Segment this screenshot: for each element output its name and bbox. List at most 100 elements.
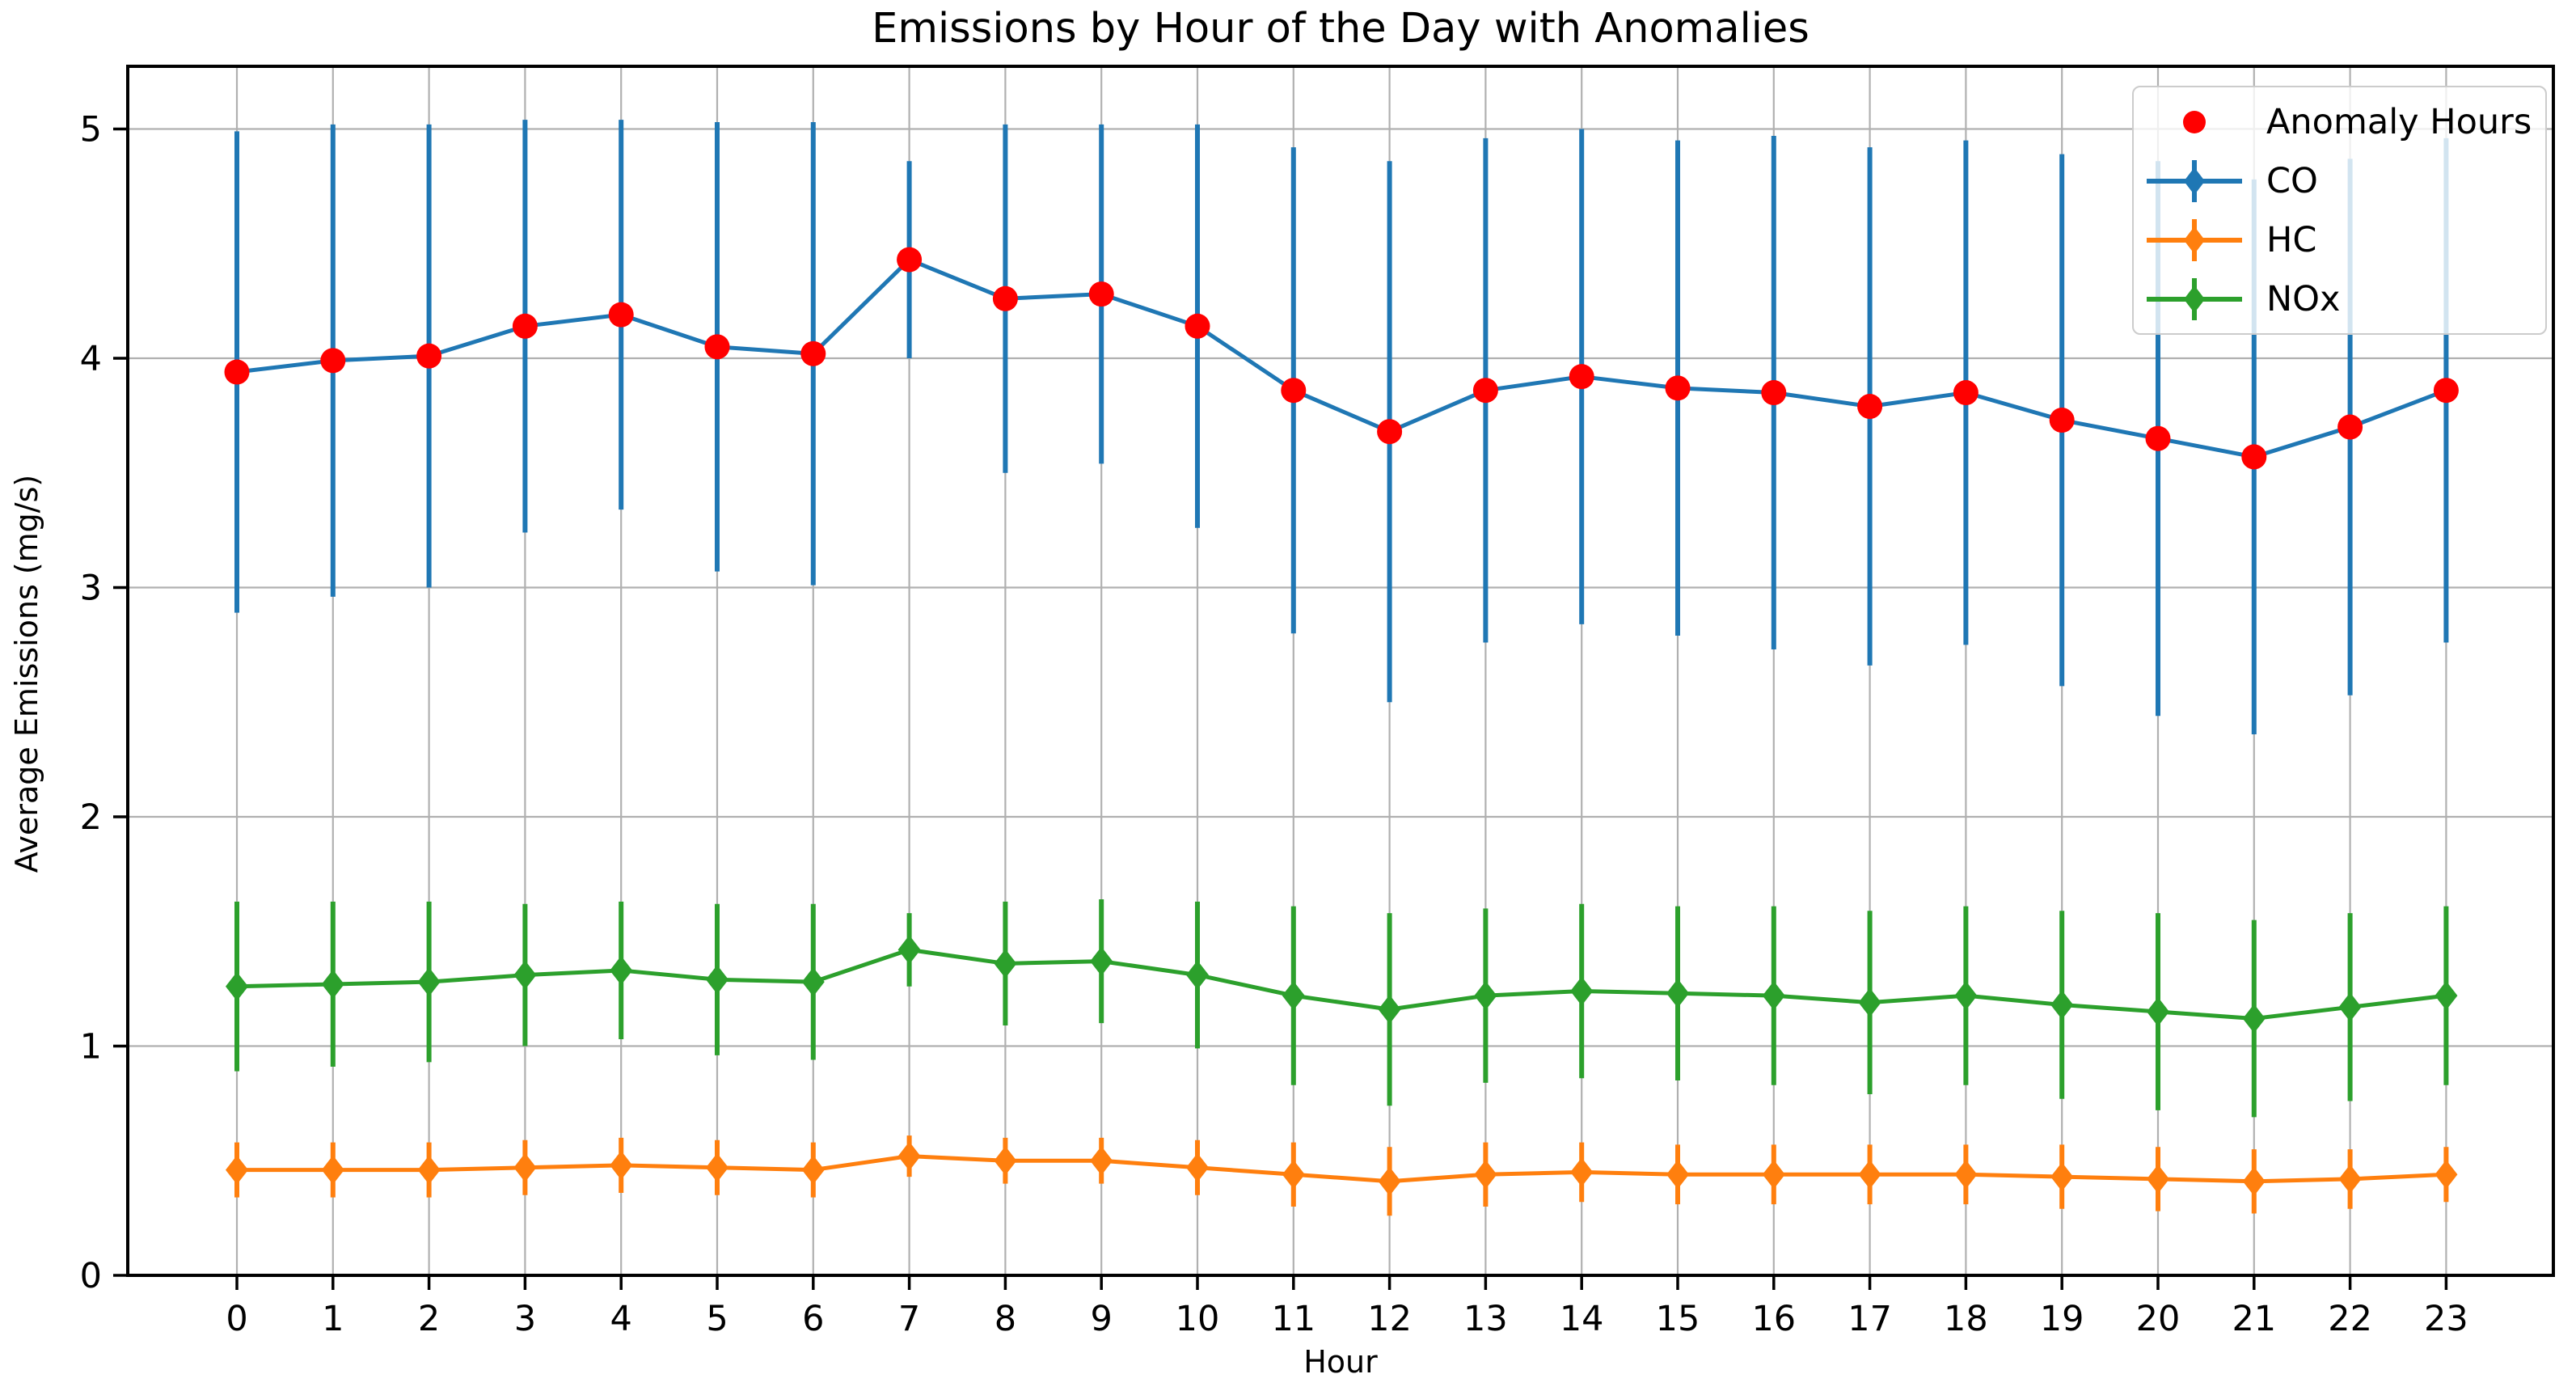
legend-entry-nox: NOx [2134, 271, 2545, 328]
anomaly-marker [224, 359, 250, 385]
anomaly-marker [1472, 378, 1498, 404]
axis-ticks: 0 1 2 3 4 5 6 7 8 9 10 11 12 13 14 15 16 17 18 19 20 21 22 2301… [80, 110, 2468, 1340]
x-tick-label: 0 [226, 1299, 247, 1339]
legend: Anomaly Hours CO HC NOx [2132, 86, 2547, 335]
x-tick-label: 11 [1271, 1299, 1315, 1339]
chart-title: Emissions by Hour of the Day with Anomal… [872, 5, 1810, 53]
HC-marker [1666, 1160, 1689, 1190]
nox-legend-sample-icon [2147, 277, 2242, 320]
x-tick-label: 18 [1944, 1299, 1988, 1339]
anomaly-marker [320, 348, 346, 374]
HC-marker [2338, 1164, 2362, 1194]
anomaly-marker [608, 302, 634, 328]
y-tick-label: 5 [80, 110, 102, 150]
anomaly-marker [1953, 380, 1978, 406]
x-tick-label: 7 [898, 1299, 920, 1339]
x-tick-label: 9 [1091, 1299, 1113, 1339]
legend-sample-marker [2184, 285, 2205, 313]
legend-entry-hc: HC [2134, 212, 2545, 268]
NOx-marker [1474, 981, 1497, 1011]
HC-marker [513, 1152, 537, 1182]
NOx-marker [2050, 990, 2074, 1020]
x-tick-label: 17 [1848, 1299, 1892, 1339]
CO-line [236, 257, 2447, 459]
legend-entry-anomaly-hours: Anomaly Hours [2134, 94, 2545, 150]
y-tick-label: 3 [80, 569, 102, 609]
HC-marker [226, 1155, 248, 1185]
x-tick-label: 5 [706, 1299, 728, 1339]
x-tick-label: 10 [1176, 1299, 1220, 1339]
anomaly-marker [992, 285, 1018, 311]
x-tick-label: 14 [1560, 1299, 1604, 1339]
HC-marker [1378, 1166, 1401, 1196]
anomaly-marker [1857, 394, 1883, 420]
HC-marker [706, 1152, 728, 1182]
NOx-marker [513, 960, 537, 990]
NOx-marker [994, 949, 1017, 979]
y-tick-label: 2 [80, 797, 102, 838]
HC-marker [610, 1150, 633, 1180]
x-tick-label: 6 [802, 1299, 824, 1339]
legend-sample-marker [2184, 226, 2205, 254]
NOx-marker [1282, 981, 1305, 1011]
anomaly-marker [1088, 281, 1114, 307]
x-tick-label: 21 [2232, 1299, 2276, 1339]
anomaly-marker [704, 334, 730, 360]
NOx-marker [706, 965, 728, 995]
HC-marker [321, 1155, 344, 1185]
HC-marker [1570, 1157, 1594, 1187]
x-tick-label: 23 [2424, 1299, 2468, 1339]
anomaly-marker [2433, 378, 2459, 404]
anomaly-marker [2337, 414, 2363, 440]
anomaly-marker [1761, 380, 1787, 406]
HC-marker [1762, 1160, 1785, 1190]
y-tick-label: 0 [80, 1256, 102, 1296]
NOx-marker [1858, 987, 1881, 1017]
HC-marker [1954, 1160, 1978, 1190]
anomaly-marker [1569, 364, 1594, 390]
series-NOx [226, 899, 2458, 1118]
co-legend-sample-icon [2147, 159, 2242, 202]
NOx-marker [417, 967, 441, 997]
anomaly-dot-icon [2183, 110, 2206, 133]
HC-marker [2050, 1162, 2074, 1192]
x-axis-title: Hour [1303, 1344, 1378, 1380]
legend-entry-co: CO [2134, 153, 2545, 209]
series-CO [226, 120, 2458, 734]
plot-frame [126, 65, 2555, 1277]
NOx-marker [2147, 996, 2169, 1026]
x-tick-label: 20 [2136, 1299, 2181, 1339]
HC-marker [801, 1155, 825, 1185]
HC-marker [1090, 1146, 1113, 1176]
x-tick-label: 8 [995, 1299, 1016, 1339]
legend-label: CO [2266, 160, 2318, 201]
NOx-marker [897, 935, 921, 965]
anomaly-marker [800, 340, 826, 366]
NOx-marker [226, 971, 248, 1001]
x-tick-label: 12 [1367, 1299, 1412, 1339]
y-axis-title: Average Emissions (mg/s) [9, 474, 44, 873]
y-tick-label: 1 [80, 1027, 102, 1068]
legend-label: HC [2266, 219, 2317, 260]
NOx-line [236, 947, 2447, 1021]
HC-marker [2242, 1166, 2266, 1196]
NOx-marker [1186, 960, 1209, 990]
NOx-marker [610, 955, 633, 985]
legend-label: Anomaly Hours [2266, 101, 2532, 142]
x-tick-label: 4 [610, 1299, 632, 1339]
HC-marker [2147, 1164, 2169, 1194]
anomaly-marker [1185, 313, 1210, 339]
x-tick-label: 2 [418, 1299, 440, 1339]
NOx-marker [1762, 981, 1785, 1011]
y-tick-label: 4 [80, 339, 102, 379]
anomaly-marker [512, 313, 538, 339]
x-tick-label: 1 [322, 1299, 344, 1339]
anomaly-marker [416, 343, 442, 369]
x-tick-label: 16 [1751, 1299, 1796, 1339]
axes-spines [126, 65, 2555, 1277]
HC-marker [2435, 1160, 2458, 1190]
HC-marker [417, 1155, 441, 1185]
NOx-marker [1666, 979, 1689, 1008]
